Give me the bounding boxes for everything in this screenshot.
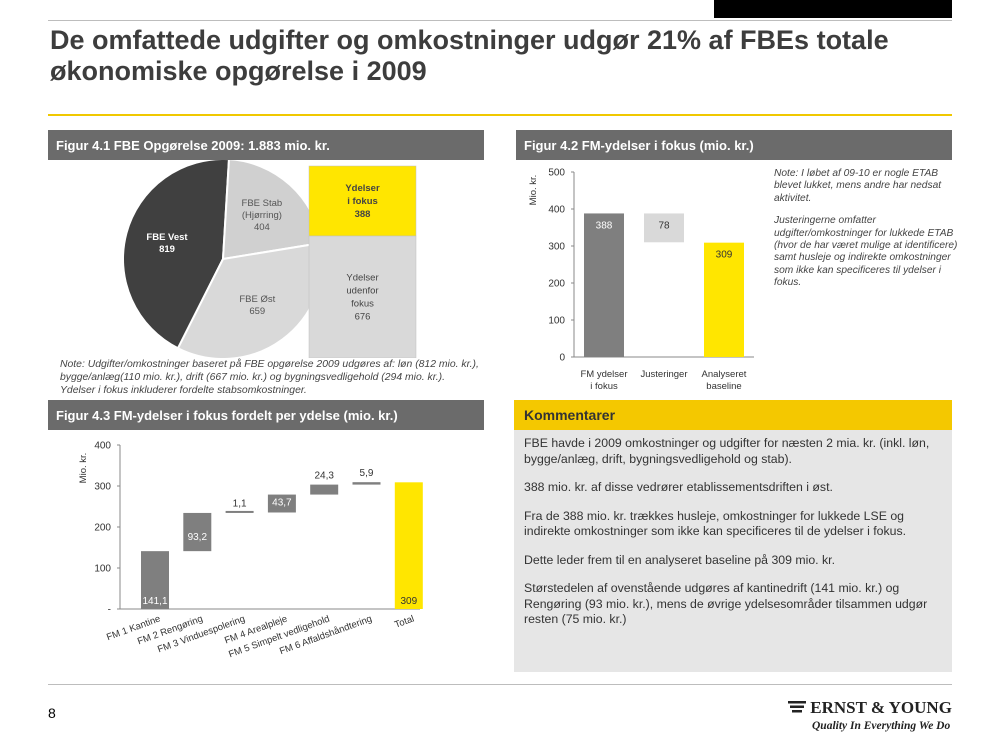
y-axis-label: Mio. kr. xyxy=(78,453,89,484)
y-tick-label: 100 xyxy=(548,316,565,327)
comment-3: Fra de 388 mio. kr. trækkes husleje, omk… xyxy=(524,508,907,539)
pie-slice-label: FBE Stab xyxy=(242,198,283,209)
logo-mark-icon xyxy=(788,701,806,713)
bottom-divider xyxy=(48,684,952,685)
bar xyxy=(644,213,684,243)
bar-value-label: 24,3 xyxy=(314,471,334,482)
bar xyxy=(704,242,744,357)
y-tick-label: 200 xyxy=(548,279,565,290)
y-tick-label: 500 xyxy=(548,168,565,179)
bar-value-label: 309 xyxy=(400,596,417,607)
bar xyxy=(183,512,212,552)
bar-value-label: 388 xyxy=(596,220,613,231)
bar-value-label: 1,1 xyxy=(233,498,247,509)
pie-slice-value: 819 xyxy=(159,244,175,255)
stack-segment-value: 388 xyxy=(355,209,371,220)
top-divider xyxy=(48,20,952,21)
bar-label-bg xyxy=(268,495,295,509)
page-number: 8 xyxy=(48,705,56,721)
x-tick-label: Justeringer xyxy=(641,369,688,380)
y-tick-label: 200 xyxy=(94,523,111,534)
fig41-header: Figur 4.1 FBE Opgørelse 2009: 1.883 mio.… xyxy=(48,130,484,160)
y-axis-label: Mio. kr. xyxy=(528,175,539,206)
fig41-note: Note: Udgifter/omkostninger baseret på F… xyxy=(60,359,479,396)
ernst-young-logo: ERNST & YOUNG Quality In Everything We D… xyxy=(788,698,958,738)
bar xyxy=(310,484,339,495)
x-tick-label: i fokus xyxy=(590,381,618,392)
logo-tagline: Quality In Everything We Do xyxy=(812,720,951,732)
logo-name: ERNST & YOUNG xyxy=(810,698,952,717)
y-tick-label: 300 xyxy=(548,242,565,253)
y-tick-label: - xyxy=(108,605,111,616)
fig42-note-1: Note: I løbet af 09-10 er nogle ETAB ble… xyxy=(774,168,942,204)
pie-slice-label: (Hjørring) xyxy=(242,210,282,221)
bar-value-label: 78 xyxy=(658,220,670,231)
y-tick-label: 400 xyxy=(94,441,111,452)
y-tick-label: 300 xyxy=(94,482,111,493)
fig42-note: Note: I løbet af 09-10 er nogle ETAB ble… xyxy=(774,168,960,300)
fig43-header: Figur 4.3 FM-ydelser i fokus fordelt per… xyxy=(48,400,484,430)
logo-wordmark: ERNST & YOUNG xyxy=(788,698,952,718)
bar-value-label: 141,1 xyxy=(142,596,167,607)
y-tick-label: 400 xyxy=(548,205,565,216)
stack-segment-label: Ydelser xyxy=(345,183,380,194)
stack-segment-label: i fokus xyxy=(347,196,378,207)
stack-segment xyxy=(308,235,417,358)
stack-segment-label: fokus xyxy=(351,299,374,310)
fig42-header: Figur 4.2 FM-ydelser i fokus (mio. kr.) xyxy=(516,130,952,160)
comment-1: FBE havde i 2009 omkostninger og udgifte… xyxy=(524,436,930,466)
comments-body: FBE havde i 2009 omkostninger og udgifte… xyxy=(524,436,944,641)
stack-segment-value: 676 xyxy=(355,312,371,323)
comment-2: 388 mio. kr. af disse vedrører etablisse… xyxy=(524,480,833,494)
fig42-note-2: Justeringerne omfatter udgifter/omkostni… xyxy=(774,215,958,289)
pie-slice-value: 659 xyxy=(249,306,265,317)
bar-value-label: 93,2 xyxy=(188,532,208,543)
stack-segment-label: udenfor xyxy=(346,286,378,297)
bar xyxy=(584,213,624,357)
bar xyxy=(225,510,254,513)
bar xyxy=(394,482,423,609)
x-tick-label: Total xyxy=(393,613,416,630)
bar xyxy=(141,551,169,609)
pie-slice-value: 404 xyxy=(254,222,270,233)
comment-4: Dette leder frem til en analyseret basel… xyxy=(524,552,836,567)
stack-segment-label: Ydelser xyxy=(346,273,378,284)
bar-value-label: 43,7 xyxy=(272,498,292,509)
bar-value-label: 309 xyxy=(716,250,733,261)
pie-slice xyxy=(122,160,230,350)
bar xyxy=(352,482,381,485)
y-tick-label: 100 xyxy=(94,564,111,575)
header-black-bar xyxy=(714,0,952,18)
pie-slice-label: FBE Øst xyxy=(239,294,275,305)
x-tick-label: baseline xyxy=(706,381,741,392)
y-tick-label: 0 xyxy=(559,353,565,364)
comments-panel xyxy=(514,400,952,672)
slide-title: De omfattede udgifter og omkostninger ud… xyxy=(50,25,889,86)
comment-5: Størstedelen af ovenstående udgøres af k… xyxy=(524,581,928,626)
comments-header: Kommentarer xyxy=(514,400,952,430)
x-tick-label: Analyseret xyxy=(702,369,747,380)
pie-slice-label: FBE Vest xyxy=(146,232,188,243)
x-tick-label: FM ydelser xyxy=(581,369,628,380)
title-accent-line xyxy=(48,114,952,116)
bar-value-label: 5,9 xyxy=(360,468,374,479)
